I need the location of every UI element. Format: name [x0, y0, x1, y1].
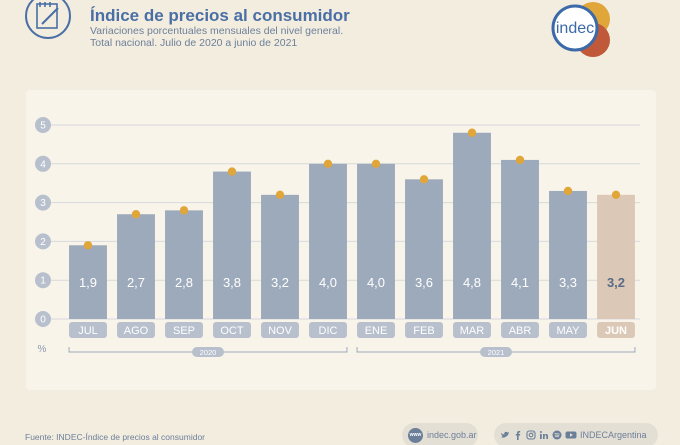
x-tick-label-ENE: ENE	[365, 325, 388, 337]
x-tick-label-OCT: OCT	[220, 325, 244, 337]
x-tick-label-AGO: AGO	[124, 325, 149, 337]
x-tick-badge-AGO	[117, 322, 155, 338]
twitter-icon[interactable]	[500, 430, 510, 440]
y-tick-label-0: 0	[40, 315, 46, 326]
marker-SEP	[179, 206, 189, 215]
marker-MAY	[563, 186, 573, 196]
instagram-icon[interactable]	[526, 430, 536, 440]
y-axis-label: %	[38, 344, 47, 355]
x-tick-badge-SEP	[165, 322, 203, 338]
x-tick-label-MAR: MAR	[460, 325, 485, 337]
bar-NOV	[261, 194, 299, 319]
data-label-FEB: 3,6	[415, 275, 433, 290]
year-label-2020: 2020	[200, 348, 217, 357]
y-tick-badge-5	[35, 117, 51, 133]
website-label: indec.gob.ar	[427, 430, 477, 440]
x-tick-badge-MAY	[549, 322, 587, 338]
social-icons	[500, 430, 577, 440]
page-title: Índice de precios al consumidor	[90, 6, 350, 25]
linkedin-icon[interactable]	[539, 430, 549, 440]
bar-MAY	[549, 190, 587, 319]
data-label-ENE: 4,0	[367, 275, 385, 290]
bar-DIC	[309, 163, 347, 319]
y-tick-badge-4	[35, 155, 51, 172]
x-tick-label-ABR: ABR	[509, 325, 532, 337]
data-label-NOV: 3,2	[271, 275, 289, 290]
x-tick-badge-NOV	[261, 322, 299, 338]
y-tick-label-5: 5	[40, 121, 46, 132]
bar-ENE	[357, 163, 395, 319]
x-tick-label-SEP: SEP	[173, 325, 195, 337]
x-tick-badge-DIC	[309, 322, 347, 338]
x-tick-badge-FEB	[405, 322, 443, 338]
bar-MAR	[453, 132, 491, 319]
marker-ENE	[371, 159, 381, 168]
x-tick-label-FEB: FEB	[413, 325, 434, 337]
year-badge-2020	[192, 347, 224, 357]
data-label-OCT: 3,8	[223, 275, 241, 290]
marker-ABR	[515, 155, 525, 165]
marker-DIC	[323, 159, 333, 168]
logo-text: indec	[556, 20, 594, 37]
data-label-SEP: 2,8	[175, 275, 193, 290]
spotify-icon[interactable]	[552, 430, 562, 440]
year-label-2021: 2021	[488, 348, 505, 357]
subtitle-line-2: Total nacional. Julio de 2020 a junio de…	[90, 37, 298, 49]
marker-OCT	[227, 167, 237, 176]
y-tick-label-1: 1	[40, 276, 46, 287]
data-label-ABR: 4,1	[511, 275, 529, 290]
bar-JUL	[69, 245, 107, 319]
indec-logo: indec	[551, 2, 610, 57]
marker-JUL	[83, 241, 93, 250]
x-tick-label-DIC: DIC	[319, 325, 338, 337]
website-link[interactable]: www indec.gob.ar	[402, 423, 478, 445]
data-label-MAY: 3,3	[559, 275, 577, 290]
x-tick-badge-ABR	[501, 322, 539, 338]
y-tick-label-3: 3	[40, 198, 46, 209]
marker-NOV	[275, 190, 285, 200]
source-note: Fuente: INDEC-Índice de precios al consu…	[25, 432, 205, 442]
x-tick-label-NOV: NOV	[268, 325, 293, 337]
social-handle: INDECArgentina	[580, 430, 647, 440]
y-tick-badge-3	[35, 194, 51, 211]
document-pencil-icon	[25, 0, 71, 39]
data-label-AGO: 2,7	[127, 275, 145, 290]
data-label-JUL: 1,9	[79, 275, 97, 290]
x-tick-badge-ENE	[357, 322, 395, 338]
youtube-icon[interactable]	[565, 430, 577, 440]
y-tick-badge-2	[35, 233, 51, 250]
y-tick-badge-1	[35, 272, 51, 289]
marker-MAR	[467, 128, 477, 137]
bar-ABR	[501, 159, 539, 319]
x-tick-label-MAY: MAY	[556, 325, 580, 337]
data-label-DIC: 4,0	[319, 275, 337, 290]
data-label-MAR: 4,8	[463, 275, 481, 290]
bar-JUN	[597, 194, 635, 319]
page-subtitle: Variaciones porcentuales mensuales del n…	[90, 25, 343, 49]
www-icon: www	[408, 427, 423, 443]
y-tick-label-4: 4	[40, 159, 46, 170]
bar-OCT	[213, 171, 251, 319]
social-links[interactable]: INDECArgentina	[494, 423, 658, 445]
x-tick-badge-JUN	[597, 322, 635, 338]
chart-panel: 0 1 2 3 4 5% 1,9 JUL 2,7 AGO 2,8 SEP 3,8 OCT 3,2 NOV 4,0…	[26, 90, 656, 390]
data-label-JUN: 3,2	[607, 275, 625, 290]
x-tick-label-JUL: JUL	[78, 325, 98, 337]
bar-FEB	[405, 179, 443, 319]
x-tick-label-JUN: JUN	[605, 325, 627, 337]
x-tick-badge-OCT	[213, 322, 251, 338]
bar-chart: 0 1 2 3 4 5% 1,9 JUL 2,7 AGO 2,8 SEP 3,8 OCT 3,2 NOV 4,0…	[35, 117, 640, 357]
facebook-icon[interactable]	[513, 430, 523, 440]
bar-AGO	[117, 214, 155, 319]
marker-FEB	[419, 175, 429, 184]
marker-JUN	[611, 190, 621, 200]
year-badge-2021	[480, 347, 512, 357]
subtitle-line-1: Variaciones porcentuales mensuales del n…	[90, 25, 344, 37]
x-tick-badge-JUL	[69, 322, 107, 338]
y-tick-badge-0	[35, 311, 51, 327]
bar-SEP	[165, 210, 203, 319]
y-tick-label-2: 2	[40, 237, 46, 248]
marker-AGO	[131, 210, 141, 219]
x-tick-badge-MAR	[453, 322, 491, 338]
